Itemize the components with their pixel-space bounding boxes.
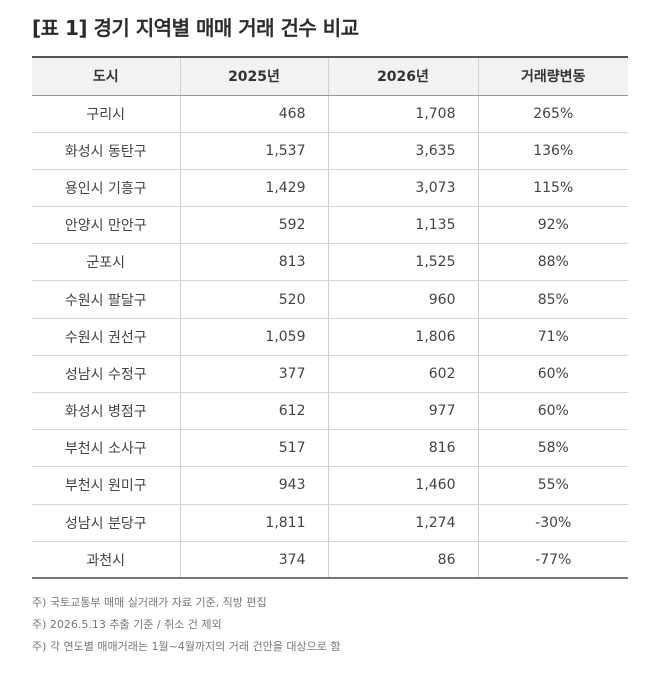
row-2025: 377	[179, 355, 329, 394]
row-change: 55%	[477, 466, 628, 505]
row-2025: 520	[179, 280, 329, 319]
row-change: 136%	[477, 132, 628, 170]
row-change: 265%	[477, 95, 628, 133]
row-2025: 374	[179, 541, 329, 580]
row-2026: 816	[327, 429, 479, 468]
table-row: 부천시 소사구 517 816 58%	[32, 429, 628, 468]
table-row: 부천시 원미구 943 1,460 55%	[32, 466, 628, 505]
row-2026: 1,525	[327, 243, 479, 282]
row-change: 88%	[477, 243, 628, 282]
row-city: 용인시 기흥구	[32, 169, 181, 208]
row-change: -30%	[477, 504, 628, 542]
row-change: 71%	[477, 318, 628, 356]
row-city: 성남시 수정구	[32, 355, 181, 394]
row-2026: 3,635	[327, 132, 479, 170]
header-city: 도시	[32, 56, 181, 96]
row-2026: 1,274	[327, 504, 479, 542]
row-change: 85%	[477, 280, 628, 319]
table-row: 안양시 만안구 592 1,135 92%	[32, 206, 628, 245]
header-change: 거래량변동	[477, 56, 628, 96]
row-2025: 612	[179, 392, 329, 431]
table-row: 성남시 분당구 1,811 1,274 -30%	[32, 504, 628, 542]
table-row: 화성시 병점구 612 977 60%	[32, 392, 628, 431]
table-row: 수원시 팔달구 520 960 85%	[32, 280, 628, 319]
row-2026: 1,135	[327, 206, 479, 245]
row-city: 군포시	[32, 243, 181, 282]
table-row: 구리시 468 1,708 265%	[32, 95, 628, 133]
row-city: 성남시 분당구	[32, 504, 181, 542]
row-change: -77%	[477, 541, 628, 580]
row-2025: 1,537	[179, 132, 329, 170]
row-change: 58%	[477, 429, 628, 468]
transaction-table: 도시 2025년 2026년 거래량변동 구리시 468 1,708 265% 화성시 …	[32, 56, 628, 580]
row-2026: 1,708	[327, 95, 479, 133]
table-title: [표 1] 경기 지역별 매매 거래 건수 비교	[32, 16, 359, 40]
footnote: 주) 2026.5.13 추출 기준 / 취소 건 제외	[32, 618, 222, 631]
row-2025: 468	[179, 95, 329, 133]
row-city: 화성시 병점구	[32, 392, 181, 431]
row-2025: 1,811	[179, 504, 329, 542]
row-2025: 592	[179, 206, 329, 245]
row-2026: 1,460	[327, 466, 479, 505]
row-city: 안양시 만안구	[32, 206, 181, 245]
table-row: 수원시 권선구 1,059 1,806 71%	[32, 318, 628, 356]
table-row: 성남시 수정구 377 602 60%	[32, 355, 628, 394]
row-2026: 86	[327, 541, 479, 580]
table-row: 과천시 374 86 -77%	[32, 541, 628, 580]
footnote: 주) 국토교통부 매매 실거래가 자료 기준, 직방 편집	[32, 596, 267, 609]
footnotes: 주) 국토교통부 매매 실거래가 자료 기준, 직방 편집 주) 2026.5.…	[32, 592, 340, 658]
row-2025: 813	[179, 243, 329, 282]
footnote: 주) 각 연도별 매매거래는 1월~4월까지의 거래 건만을 대상으로 함	[32, 640, 341, 653]
row-city: 화성시 동탄구	[32, 132, 181, 170]
row-city: 구리시	[32, 95, 181, 133]
table-row: 화성시 동탄구 1,537 3,635 136%	[32, 132, 628, 170]
table-row: 용인시 기흥구 1,429 3,073 115%	[32, 169, 628, 208]
table-row: 군포시 813 1,525 88%	[32, 243, 628, 282]
row-change: 60%	[477, 355, 628, 394]
row-city: 부천시 소사구	[32, 429, 181, 468]
row-2025: 517	[179, 429, 329, 468]
row-2026: 3,073	[327, 169, 479, 208]
row-2026: 602	[327, 355, 479, 394]
row-change: 60%	[477, 392, 628, 431]
table-header-row: 도시 2025년 2026년 거래량변동	[32, 56, 628, 96]
row-2025: 943	[179, 466, 329, 505]
row-change: 92%	[477, 206, 628, 245]
row-city: 수원시 팔달구	[32, 280, 181, 319]
row-2026: 1,806	[327, 318, 479, 356]
row-2025: 1,059	[179, 318, 329, 356]
row-city: 부천시 원미구	[32, 466, 181, 505]
row-city: 과천시	[32, 541, 181, 580]
row-2025: 1,429	[179, 169, 329, 208]
row-2026: 960	[327, 280, 479, 319]
header-2025: 2025년	[179, 56, 329, 96]
row-2026: 977	[327, 392, 479, 431]
row-change: 115%	[477, 169, 628, 208]
row-city: 수원시 권선구	[32, 318, 181, 356]
header-2026: 2026년	[327, 56, 479, 96]
